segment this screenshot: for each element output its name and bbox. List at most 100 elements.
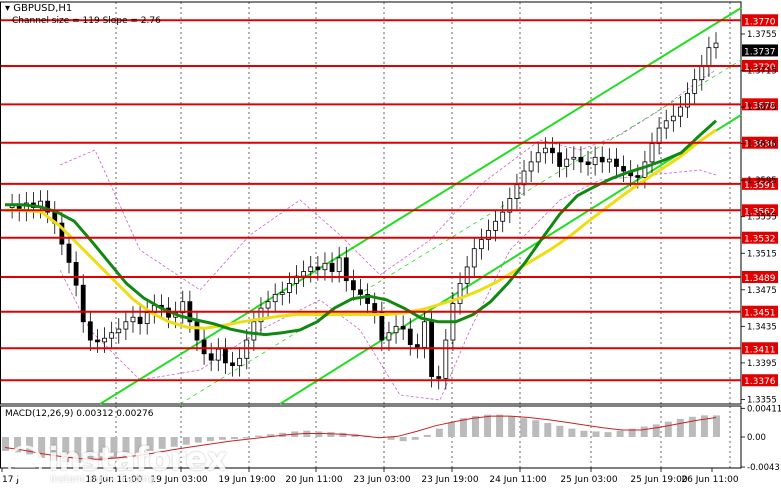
logo-tagline: Instant Forex Trading	[50, 474, 156, 485]
candle-body	[237, 357, 243, 367]
price-tick-label: 1.3395	[747, 359, 777, 369]
candle-body	[614, 158, 619, 167]
channel-lower-line	[279, 114, 742, 405]
level-label: 1.3489	[744, 274, 776, 284]
macd-bar	[580, 430, 588, 437]
level-label-bg	[742, 374, 778, 387]
macd-bar	[544, 423, 552, 437]
instaforex-icon	[7, 445, 43, 481]
macd-bar	[182, 437, 190, 445]
macd-bar	[628, 428, 636, 437]
candle-body	[201, 339, 207, 355]
macd-bar	[206, 437, 214, 442]
candle-body	[258, 307, 264, 323]
candle-body	[116, 328, 122, 334]
current-price-label: 1.3737	[744, 47, 776, 57]
candle-body	[279, 292, 285, 295]
current-price-bg	[742, 44, 778, 57]
macd-bar	[2, 437, 9, 451]
price-tick-label: 1.3475	[747, 286, 777, 296]
candle-body	[400, 325, 406, 330]
macd-bar	[435, 428, 443, 437]
price-tick-label: 1.3595	[747, 176, 777, 186]
macd-bar	[243, 437, 251, 439]
macd-bar	[713, 415, 720, 437]
candle-body	[87, 321, 93, 341]
macd-bar	[568, 428, 576, 437]
time-tick-label: 18 Jun 11:00	[85, 475, 142, 485]
macd-bar	[616, 430, 624, 437]
candle-body	[514, 184, 520, 199]
chart-title: ▾ GBPUSD,H1	[5, 3, 73, 14]
candle-body	[635, 175, 641, 178]
level-label-bg	[742, 98, 778, 111]
macd-bar	[459, 418, 467, 437]
price-tick-label: 1.3435	[747, 322, 777, 332]
candle-body	[471, 248, 477, 268]
candle-body	[329, 262, 335, 272]
candle-body	[478, 239, 484, 250]
macd-tick-label: 0.00411	[747, 404, 781, 414]
candle-body	[379, 312, 385, 341]
macd-bar	[640, 426, 648, 437]
bollinger-band	[59, 69, 717, 291]
candle-body	[223, 348, 228, 364]
candle-body	[45, 200, 51, 213]
candle-body	[315, 266, 321, 271]
level-label-bg	[742, 305, 778, 318]
macd-bar	[158, 437, 166, 449]
time-tick-label: 24 Jun 11:00	[489, 475, 546, 485]
price-tick-label: 1.3715	[747, 67, 777, 77]
candle-body	[144, 312, 150, 324]
candle-body	[493, 220, 498, 231]
macd-bar	[387, 437, 395, 440]
candle-body	[557, 152, 562, 167]
macd-tick-label: 0.00	[747, 433, 766, 443]
candle-body	[464, 266, 470, 284]
level-label-bg	[742, 231, 778, 244]
dropdown-triangle-icon: ▾	[5, 3, 14, 14]
time-tick-label: 19 Jun 03:00	[150, 475, 207, 485]
time-tick-label: 17 J	[2, 475, 19, 485]
candle-body	[656, 127, 662, 145]
macd-bar	[255, 435, 263, 437]
macd-bar	[423, 434, 431, 437]
candle-body	[66, 243, 72, 263]
candle-body	[336, 257, 342, 272]
macd-bar	[38, 437, 46, 458]
price-tick-label: 1.3635	[747, 140, 777, 150]
level-label: 1.3562	[744, 207, 776, 217]
level-label-bg	[742, 204, 778, 217]
macd-bar	[327, 432, 335, 437]
macd-bar	[399, 437, 407, 442]
macd-bar	[471, 416, 479, 437]
instaforex-logo: instaforex Instant Forex Trading	[2, 438, 227, 488]
candle-body	[457, 282, 463, 304]
level-label: 1.3376	[744, 377, 776, 387]
macd-signal-line	[4, 415, 717, 460]
candle-body	[109, 332, 115, 339]
level-label: 1.3636	[744, 140, 776, 150]
macd-bar	[110, 437, 118, 459]
price-tick-label: 1.3355	[747, 395, 777, 405]
macd-bar	[688, 416, 696, 437]
candle-body	[215, 348, 221, 361]
level-label: 1.3532	[744, 235, 776, 245]
candle-body	[393, 325, 399, 334]
candle-body	[272, 293, 278, 303]
macd-bar	[315, 431, 323, 437]
macd-bar	[508, 416, 516, 437]
candle-body	[286, 282, 292, 293]
candle-body	[649, 143, 655, 163]
candle-body	[578, 156, 584, 163]
candle-body	[621, 166, 626, 172]
candle-body	[123, 321, 129, 330]
macd-bar	[604, 432, 612, 437]
level-label: 1.3770	[744, 17, 776, 27]
candle-body	[443, 339, 449, 379]
macd-bar	[218, 437, 226, 440]
channel-upper-line	[99, 7, 742, 405]
candle-body	[386, 332, 392, 341]
time-tick-label: 25 Jun 03:00	[560, 475, 617, 485]
